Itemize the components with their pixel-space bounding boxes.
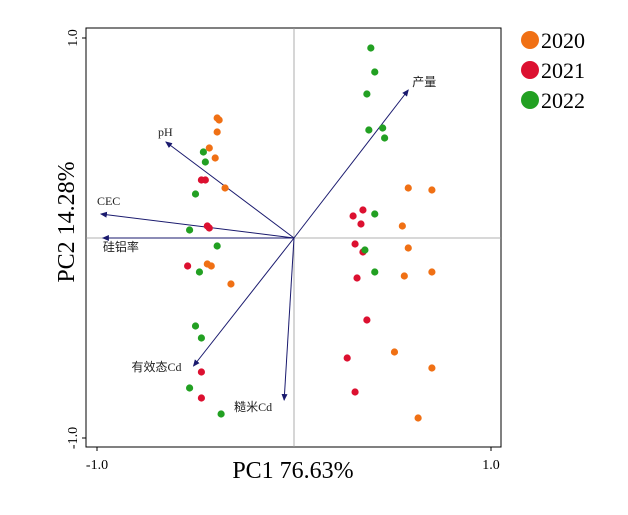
score-points <box>184 44 436 422</box>
data-point-2022 <box>213 242 221 250</box>
data-point-2021 <box>357 220 365 228</box>
data-point-2020 <box>207 262 215 270</box>
y-tick-label: -1.0 <box>66 427 81 449</box>
data-point-2020 <box>215 116 223 124</box>
data-point-2021 <box>197 368 206 376</box>
legend-marker-2022 <box>521 91 539 109</box>
vector-label: CEC <box>97 194 120 208</box>
loading-vector <box>165 141 295 239</box>
data-point-2020 <box>211 154 219 162</box>
data-point-2022 <box>367 44 375 52</box>
data-point-2022 <box>371 268 379 276</box>
legend-marker-2021 <box>521 61 539 79</box>
data-point-2022 <box>379 124 387 132</box>
y-axis-label: PC2 14.28% <box>54 161 80 282</box>
data-point-2022 <box>195 268 204 276</box>
data-point-2022 <box>197 334 206 342</box>
data-point-2020 <box>227 280 235 288</box>
axis-ticks: -1.0 1.0 1.0 -1.0 <box>66 29 500 473</box>
loading-vector <box>281 237 295 401</box>
data-point-2022 <box>365 126 373 134</box>
loading-vector <box>293 89 409 239</box>
vector-label: 产量 <box>412 75 436 89</box>
data-point-2021 <box>353 274 361 282</box>
vector-label: 有效态Cd <box>132 359 182 374</box>
y-tick-label: 1.0 <box>66 29 81 47</box>
data-point-2020 <box>428 268 436 276</box>
x-tick-label: -1.0 <box>86 458 108 473</box>
data-point-2021 <box>351 240 359 248</box>
data-point-2022 <box>199 148 207 156</box>
data-point-2022 <box>361 246 369 254</box>
x-tick-label: 1.0 <box>482 458 500 473</box>
data-point-2020 <box>400 272 408 280</box>
data-point-2020 <box>213 128 221 136</box>
data-point-2020 <box>428 186 436 194</box>
data-point-2021 <box>351 388 359 396</box>
data-point-2021 <box>359 206 367 214</box>
data-point-2022 <box>185 384 194 392</box>
loading-vector <box>99 211 295 239</box>
data-point-2020 <box>414 414 422 422</box>
vector-label: 硅铝率 <box>103 239 139 254</box>
data-point-2021 <box>201 176 209 184</box>
data-point-2022 <box>217 410 225 418</box>
data-point-2022 <box>371 210 379 218</box>
data-point-2020 <box>404 244 412 252</box>
loading-vector <box>192 237 295 367</box>
legend-label-2021: 2021 <box>541 58 585 83</box>
data-point-2021 <box>363 316 371 324</box>
legend-label-2020: 2020 <box>541 28 585 53</box>
data-point-2021 <box>349 212 357 220</box>
data-point-2020 <box>390 348 399 356</box>
legend-label-2022: 2022 <box>541 88 585 113</box>
legend: 2020 2021 2022 <box>521 28 585 113</box>
data-point-2022 <box>185 226 194 234</box>
data-point-2021 <box>184 262 192 270</box>
data-point-2022 <box>363 90 371 98</box>
vector-label: 糙米Cd <box>234 400 272 414</box>
data-point-2020 <box>428 364 436 372</box>
data-point-2022 <box>191 322 200 330</box>
data-point-2022 <box>371 68 379 76</box>
data-point-2020 <box>205 144 213 152</box>
data-point-2021 <box>197 394 206 402</box>
legend-marker-2020 <box>521 31 539 49</box>
data-point-2020 <box>221 184 229 192</box>
data-point-2022 <box>201 158 209 166</box>
data-point-2020 <box>404 184 412 192</box>
data-point-2022 <box>191 190 200 198</box>
data-point-2020 <box>398 222 406 230</box>
vector-label: pH <box>158 125 173 139</box>
data-point-2022 <box>381 134 389 142</box>
data-point-2021 <box>205 224 213 232</box>
data-point-2021 <box>343 354 351 362</box>
plot-frame <box>85 27 502 448</box>
x-axis-label: PC1 76.63% <box>232 458 353 484</box>
